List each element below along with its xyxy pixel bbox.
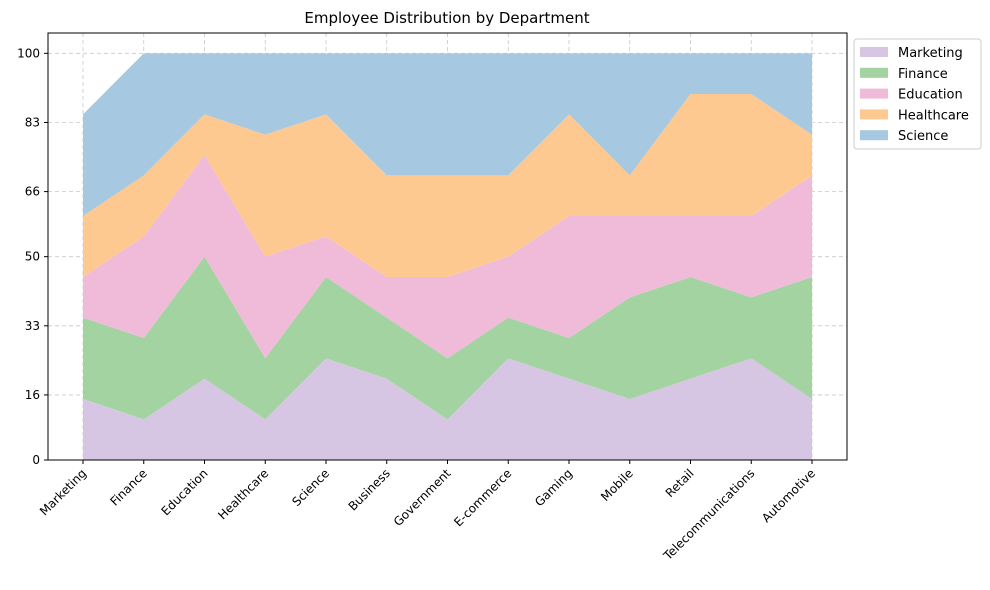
y-tick-label: 100 — [17, 46, 40, 60]
x-tick-label: Gaming — [532, 466, 575, 509]
area-marketing — [83, 358, 812, 460]
x-tick-label: Automotive — [759, 466, 818, 525]
x-tick-label: Mobile — [598, 466, 636, 504]
x-tick-label: Marketing — [37, 466, 89, 518]
x-tick-label: Science — [289, 466, 332, 509]
legend-label-education: Education — [898, 88, 963, 103]
legend-label-healthcare: Healthcare — [898, 108, 969, 123]
legend-swatch-science — [860, 130, 888, 141]
legend-label-marketing: Marketing — [898, 46, 963, 61]
x-tick-label: Healthcare — [215, 466, 271, 522]
y-tick-label: 33 — [25, 319, 40, 333]
legend-swatch-education — [860, 88, 888, 99]
legend-label-science: Science — [898, 129, 948, 144]
chart-title: Employee Distribution by Department — [304, 9, 589, 27]
x-tick-label: Finance — [108, 466, 150, 508]
legend-box — [853, 38, 982, 150]
area-finance — [83, 256, 812, 420]
legend: Marketing Finance Education Healthcare Scien… — [853, 38, 982, 150]
x-tick-label: Retail — [663, 466, 697, 500]
y-tick-label: 50 — [25, 250, 40, 264]
area-healthcare — [83, 94, 812, 277]
y-tick-label: 66 — [25, 185, 40, 199]
legend-swatch-healthcare — [860, 109, 888, 120]
x-tick-label: Education — [158, 466, 210, 518]
y-tick-label: 83 — [25, 115, 40, 129]
x-tick-label: Business — [346, 466, 393, 513]
x-tick-label: Government — [391, 466, 454, 529]
y-tick-label: 0 — [32, 453, 40, 467]
legend-swatch-finance — [860, 67, 888, 78]
area-education — [83, 155, 812, 359]
y-tick-label: 16 — [25, 388, 40, 402]
area-science — [83, 53, 812, 217]
x-tick-label: E-commerce — [451, 466, 514, 529]
legend-label-finance: Finance — [898, 67, 948, 82]
legend-swatch-marketing — [860, 47, 888, 57]
area-layer — [83, 53, 812, 460]
